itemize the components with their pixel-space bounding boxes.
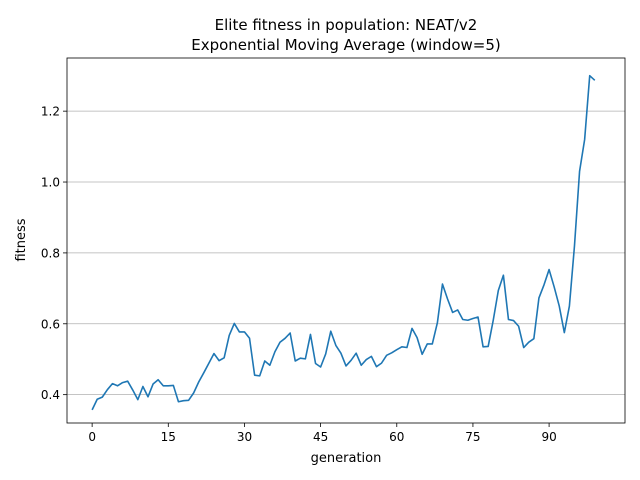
x-tick-label: 75 xyxy=(465,430,480,444)
x-tick-label: 45 xyxy=(313,430,328,444)
y-tick-label: 1.2 xyxy=(41,105,60,119)
grid xyxy=(67,110,625,396)
y-tick-label: 0.8 xyxy=(41,246,60,260)
y-tick-label: 1.0 xyxy=(41,176,60,190)
chart-subtitle: Exponential Moving Average (window=5) xyxy=(191,36,501,54)
y-axis-label: fitness xyxy=(14,218,29,261)
y-axis-ticks: 0.4 0.6 0.8 1.0 1.2 xyxy=(41,105,67,402)
x-tick-label: 90 xyxy=(541,430,556,444)
y-tick-label: 0.6 xyxy=(41,317,60,331)
x-axis-ticks: 0 15 30 45 60 75 90 xyxy=(88,423,557,444)
series-layer xyxy=(91,74,596,411)
plot-frame xyxy=(66,57,626,424)
x-tick-label: 15 xyxy=(161,430,176,444)
y-tick-label: 0.4 xyxy=(41,388,60,402)
x-tick-label: 0 xyxy=(88,430,96,444)
x-tick-label: 30 xyxy=(237,430,252,444)
series-line xyxy=(91,74,596,411)
chart-title: Elite fitness in population: NEAT/v2 xyxy=(215,16,478,34)
x-axis-label: generation xyxy=(311,451,382,466)
x-tick-label: 60 xyxy=(389,430,404,444)
